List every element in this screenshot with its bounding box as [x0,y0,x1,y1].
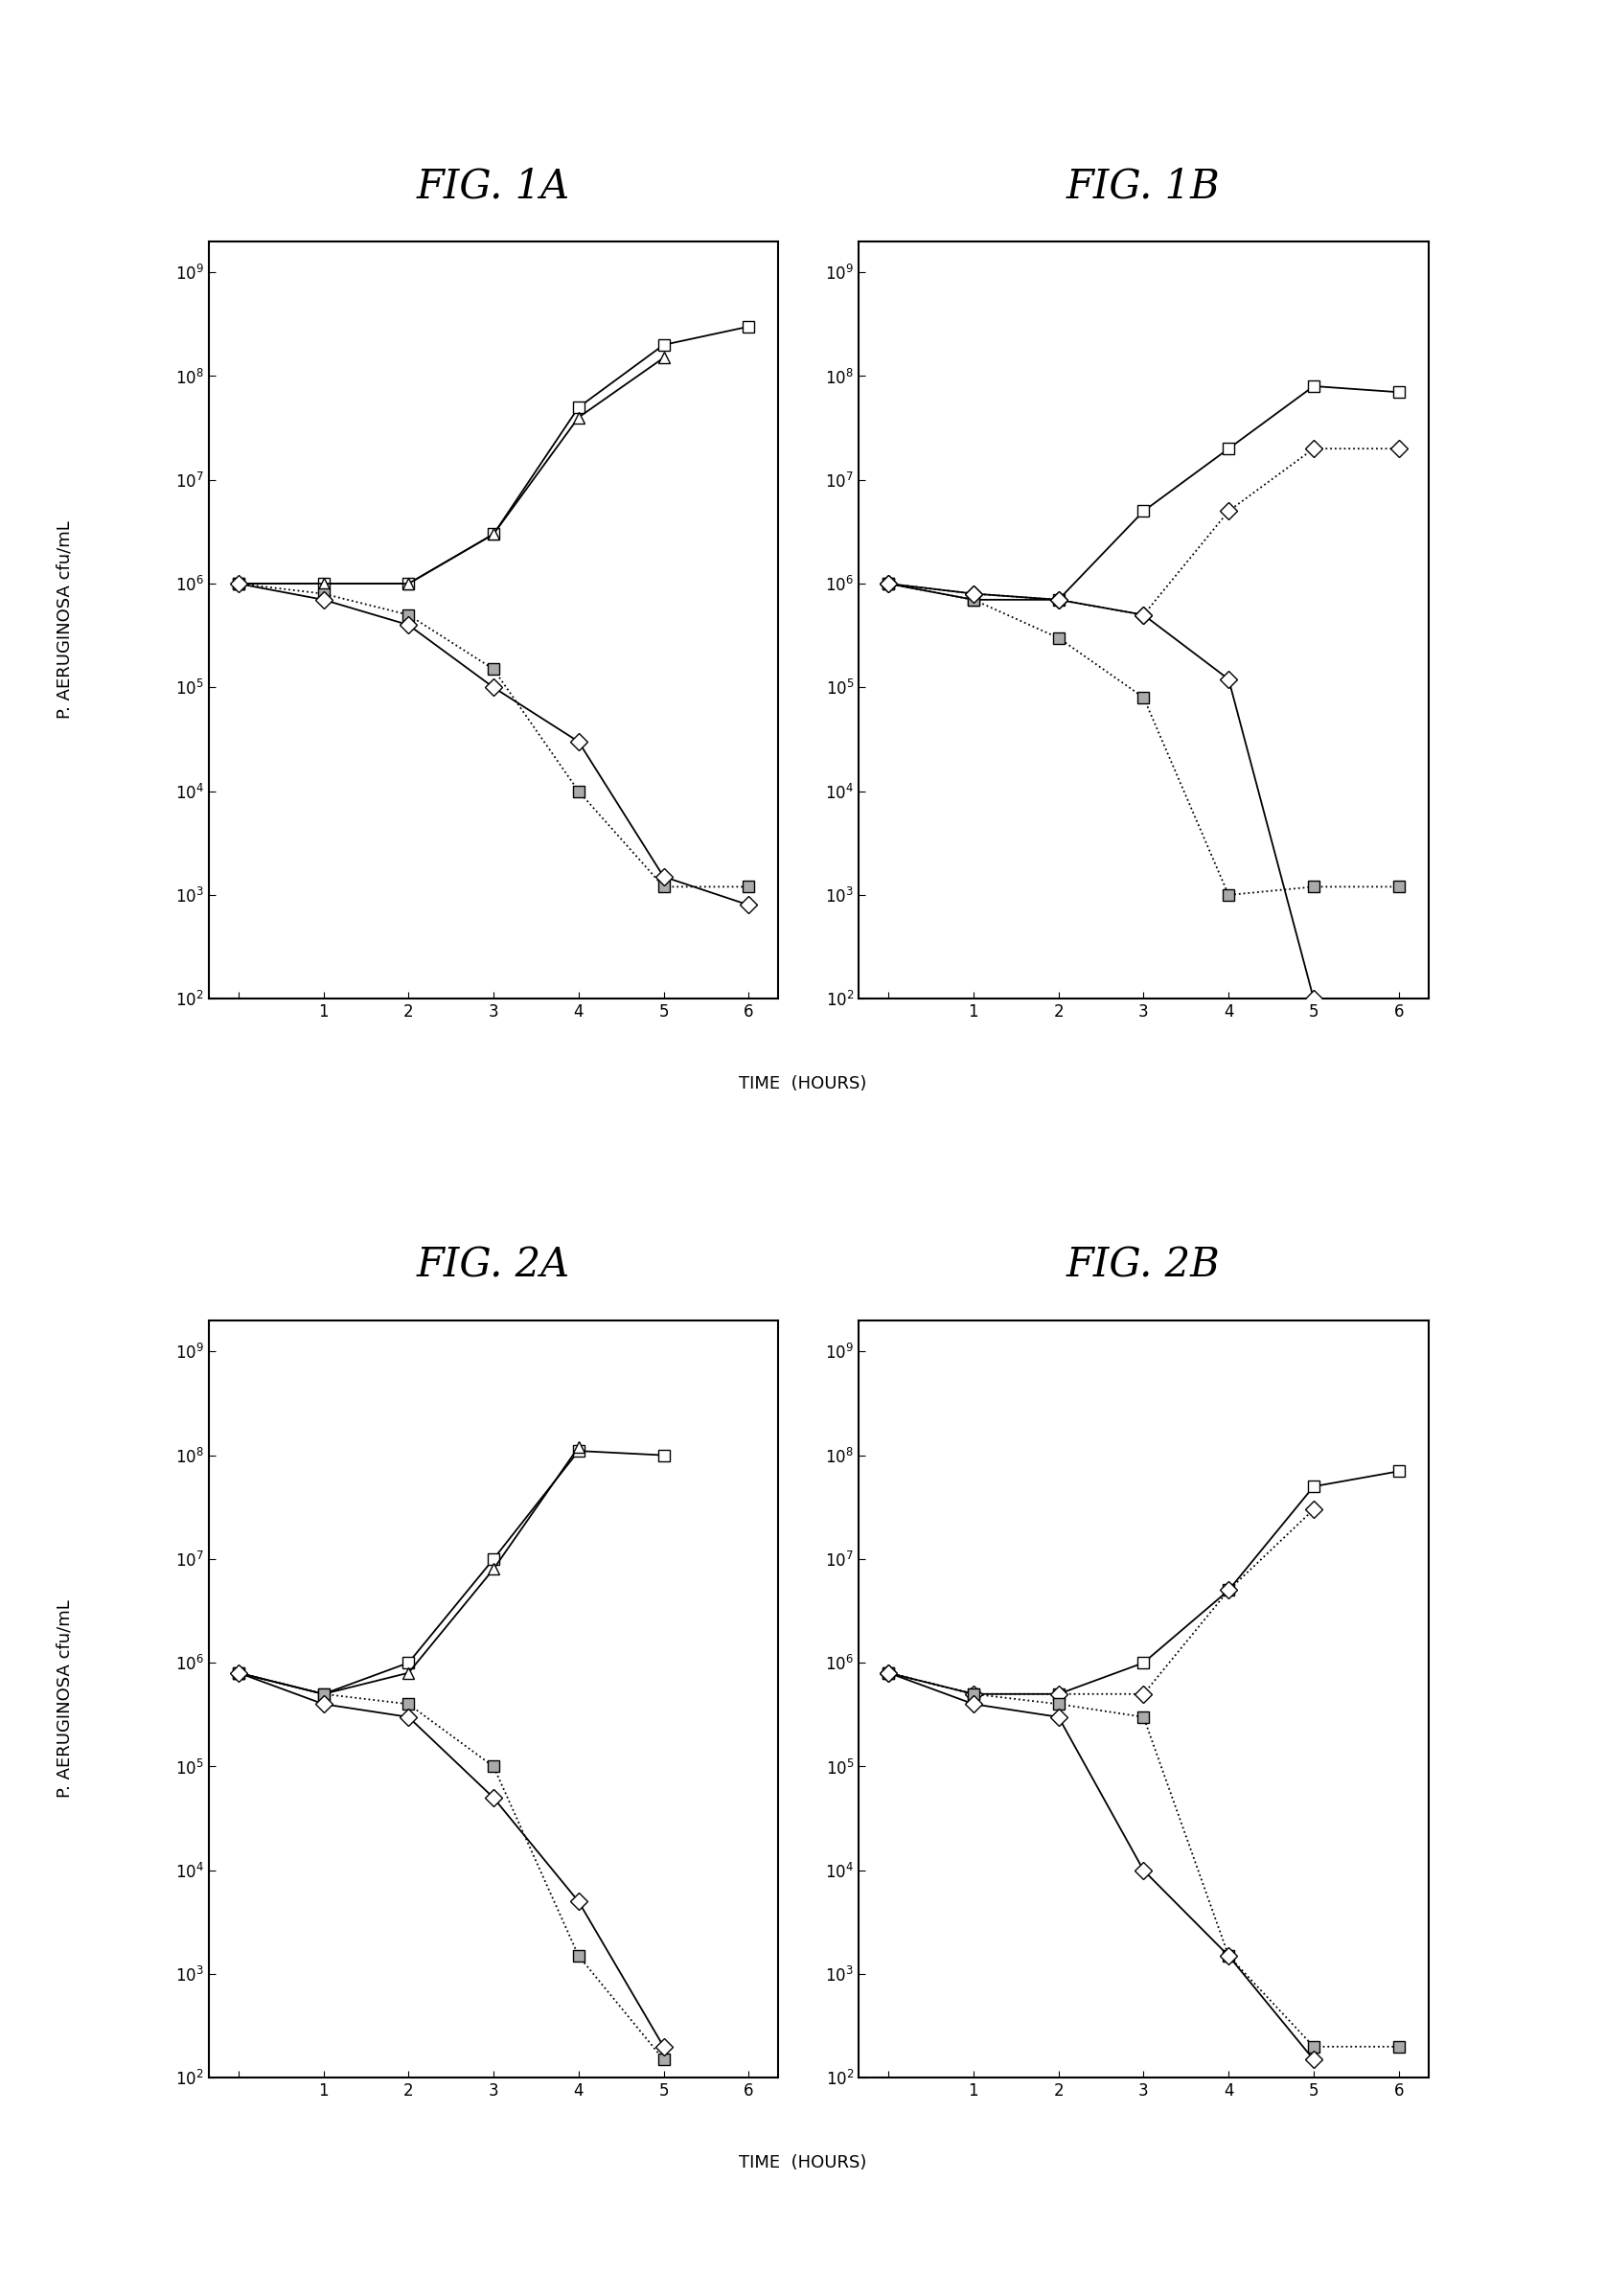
Text: FIG. 1B: FIG. 1B [1067,165,1220,207]
Text: FIG. 1A: FIG. 1A [417,165,570,207]
Text: TIME  (HOURS): TIME (HOURS) [738,2154,867,2172]
Text: FIG. 2A: FIG. 2A [417,1244,570,1286]
Text: P. AERUGINOSA cfu/mL: P. AERUGINOSA cfu/mL [56,521,72,719]
Text: FIG. 2B: FIG. 2B [1067,1244,1220,1286]
Text: TIME  (HOURS): TIME (HOURS) [738,1075,867,1093]
Text: P. AERUGINOSA cfu/mL: P. AERUGINOSA cfu/mL [56,1600,72,1798]
